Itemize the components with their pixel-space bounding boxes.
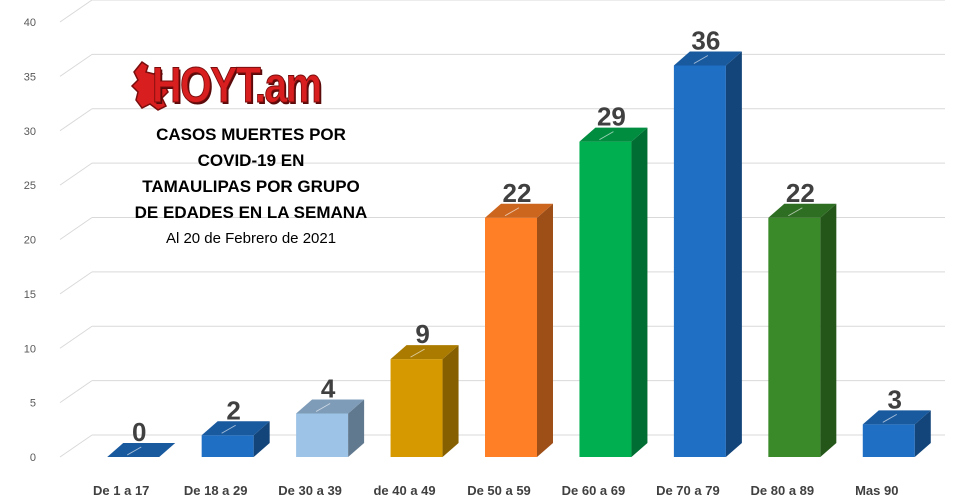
bar: [201, 421, 270, 457]
data-label: 0: [132, 417, 146, 447]
bar-side: [537, 203, 553, 457]
bar-side: [442, 345, 459, 457]
bar-side: [348, 399, 365, 457]
data-label: 3: [888, 384, 902, 414]
data-label: 4: [321, 374, 336, 404]
x-tick-label: De 1 a 17: [93, 483, 149, 498]
gridline-diag: [59, 0, 93, 23]
gridline-diag: [59, 325, 93, 349]
bar-highlight: [410, 348, 425, 358]
y-tick-label: 35: [24, 71, 36, 83]
bar-front: [485, 217, 537, 457]
bar-top: [673, 51, 742, 66]
y-tick-label: 30: [24, 126, 36, 138]
x-tick-label: De 80 a 89: [751, 483, 815, 498]
bar-top: [768, 203, 837, 218]
bar-side: [725, 51, 742, 457]
bar: [673, 51, 742, 457]
x-tick-label: De 60 a 69: [562, 483, 626, 498]
bar-front: [673, 65, 726, 457]
bar-front: [862, 424, 915, 457]
bar-highlight: [882, 413, 898, 423]
bar-highlight: [221, 424, 236, 434]
gridline-diag: [59, 217, 93, 240]
y-tick-label: 15: [24, 289, 36, 301]
x-tick-label: de 40 a 49: [373, 483, 435, 498]
y-tick-label: 40: [24, 17, 36, 29]
bar-front: [768, 217, 821, 457]
bar-side: [914, 410, 931, 457]
bar: [579, 127, 648, 457]
bar: [862, 410, 931, 457]
gridline-diag: [59, 53, 93, 77]
bar: [390, 345, 459, 457]
hoyt-logo: HOYT.am: [128, 56, 352, 114]
gridline-diag: [59, 271, 93, 295]
data-label: 22: [503, 178, 532, 208]
bar-top: [107, 443, 176, 457]
gridline-diag: [59, 380, 93, 404]
bar-highlight: [599, 131, 614, 141]
x-tick-label: De 18 a 29: [184, 483, 248, 498]
x-tick-label: Mas 90: [855, 483, 898, 498]
bar-side: [820, 203, 837, 457]
bar-highlight: [315, 403, 331, 412]
bar-front: [390, 359, 443, 457]
bar-top: [485, 203, 553, 218]
bar-highlight: [126, 446, 142, 456]
bar-highlight: [504, 207, 520, 217]
title-line-3: TAMAULIPAS POR GRUPO: [142, 177, 360, 196]
bar-top: [862, 410, 931, 425]
y-tick-label: 25: [24, 180, 36, 192]
data-labels: 0 2 4 9 22 29 36 22 3: [132, 26, 902, 448]
x-tick-label: De 50 a 59: [467, 483, 531, 498]
gridline-diag: [59, 108, 93, 132]
data-label: 22: [786, 178, 815, 208]
y-tick-label: 0: [30, 452, 36, 464]
bar: [485, 203, 553, 457]
bar-front: [296, 413, 349, 457]
data-label: 29: [597, 102, 626, 132]
data-label: 2: [226, 395, 240, 425]
y-tick-label: 20: [24, 235, 36, 247]
bar: [296, 399, 365, 457]
bar-top: [390, 345, 459, 360]
x-tick-label: De 70 a 79: [656, 483, 720, 498]
y-tick-label: 10: [24, 343, 36, 355]
y-tick-label: 5: [30, 398, 36, 410]
bar-highlight: [788, 207, 803, 217]
bar-side: [631, 127, 648, 457]
x-axis-labels: De 1 a 17 De 18 a 29 De 30 a 39 de 40 a 49 D…: [93, 483, 898, 498]
chart-subtitle: Al 20 de Febrero de 2021: [165, 230, 337, 247]
title-line-2: COVID-19 EN: [197, 151, 305, 170]
bars: [107, 51, 931, 457]
title-line-4: DE EDADES EN LA SEMANA: [134, 203, 368, 222]
bar-top: [296, 399, 365, 414]
chart-title: CASOS MUERTES POR COVID-19 EN TAMAULIPAS…: [106, 122, 396, 252]
bar-side: [253, 421, 270, 457]
data-label: 36: [691, 26, 720, 56]
y-axis-ticks: 0 5 10 15 20 25 30 35 40: [24, 17, 36, 464]
title-line-1: CASOS MUERTES POR: [156, 125, 346, 144]
bar-top: [579, 127, 648, 142]
bar: [107, 443, 176, 457]
bar-front: [579, 141, 632, 457]
bar-front: [201, 435, 254, 457]
data-label: 9: [415, 319, 429, 349]
x-tick-label: De 30 a 39: [278, 483, 342, 498]
bar: [768, 203, 837, 457]
bar-highlight: [693, 55, 709, 64]
tamaulipas-map-icon: [130, 60, 169, 111]
bar-top: [201, 421, 270, 436]
logo-text: HOYT.am: [152, 57, 323, 114]
gridline-diag: [59, 434, 93, 458]
gridline-diag: [59, 162, 93, 186]
